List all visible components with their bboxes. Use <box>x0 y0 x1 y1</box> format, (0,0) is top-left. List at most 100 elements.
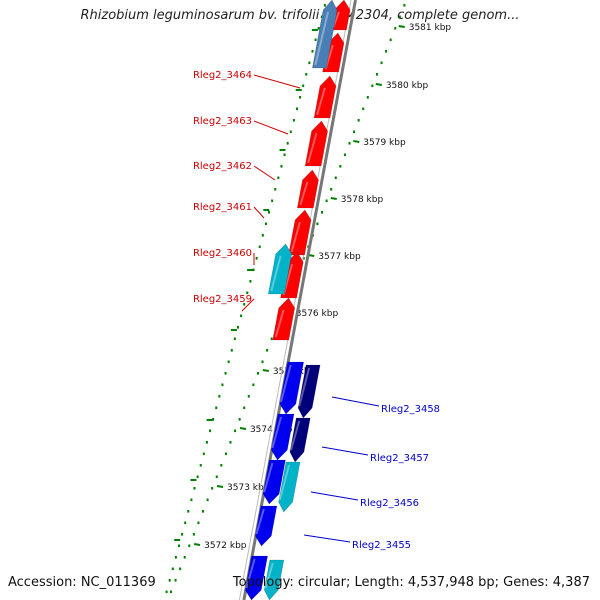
reverse-gene <box>244 555 268 600</box>
forward-gene-label: Rleg2_3460 <box>193 248 252 259</box>
gene-labels: Rleg2_3464 Rleg2_3463 Rleg2_3462 Rleg2_3461… <box>193 70 440 551</box>
tick-label: 3578 kbp <box>341 195 384 205</box>
dot <box>243 303 246 306</box>
dot <box>192 533 195 536</box>
dot <box>268 211 271 214</box>
dot <box>209 429 212 433</box>
forward-gene-label: Rleg2_3464 <box>193 70 252 81</box>
reverse-gene <box>262 459 286 505</box>
dot <box>215 475 218 479</box>
dot <box>321 211 324 214</box>
dot <box>283 153 286 157</box>
dot <box>193 487 196 490</box>
forward-gene <box>304 120 328 167</box>
dot <box>403 4 406 7</box>
tick-mark <box>239 427 247 430</box>
dot <box>277 176 280 180</box>
dot <box>243 406 246 410</box>
dot <box>314 38 317 42</box>
tick-label: 3576 kbp <box>296 309 339 319</box>
dot <box>398 15 401 19</box>
tick-label: 3580 kbp <box>386 81 429 91</box>
reverse-gene <box>270 413 295 461</box>
tick-label: 3577 kbp <box>318 252 361 262</box>
forward-gene-label: Rleg2_3459 <box>193 294 252 305</box>
tick-mark <box>375 83 382 86</box>
dot <box>197 521 200 525</box>
tick-mark <box>262 369 270 372</box>
reverse-gene-dark-shine <box>298 367 311 407</box>
dot <box>183 556 186 559</box>
dot <box>385 50 388 53</box>
dot <box>181 533 184 536</box>
dot <box>177 544 180 548</box>
label-leader <box>331 396 380 407</box>
forward-gene <box>288 209 312 256</box>
dot <box>205 441 208 444</box>
dot <box>169 590 172 594</box>
reverse-gene-shine <box>271 416 282 449</box>
dot <box>187 510 190 513</box>
forward-gene-shine <box>290 221 301 253</box>
dot <box>371 84 374 88</box>
reverse-other-feature-shine <box>278 464 291 501</box>
reverse-gene <box>279 361 305 415</box>
forward-gene-shine <box>316 87 326 116</box>
dot <box>202 510 205 513</box>
dot <box>234 429 237 433</box>
dot <box>238 418 241 421</box>
reverse-other-feature-shine <box>264 562 274 589</box>
dot <box>215 406 218 410</box>
forward-gene-label: Rleg2_3463 <box>193 116 252 127</box>
dot <box>353 130 356 134</box>
dot <box>221 383 224 387</box>
tick-mark <box>216 485 224 488</box>
dot <box>311 50 314 53</box>
dot <box>236 326 239 329</box>
dot <box>261 360 264 364</box>
forward-other-feature <box>267 243 293 295</box>
dot <box>233 337 236 341</box>
dot <box>289 130 292 134</box>
forward-other-feature-shine <box>270 255 282 292</box>
dot <box>240 314 243 318</box>
dot <box>394 27 397 30</box>
dot <box>258 245 261 249</box>
dot <box>252 268 255 272</box>
tick-label: 3573 kbp <box>227 483 270 493</box>
dot <box>230 349 233 352</box>
forward-gene-shine <box>307 132 318 164</box>
reverse-gene-dark <box>289 417 311 463</box>
topology-text: Topology: circular; Length: 4,537,948 bp… <box>232 575 590 590</box>
dot <box>389 38 392 42</box>
reverse-gene-label: Rleg2_3457 <box>370 453 429 464</box>
dot <box>202 452 205 456</box>
reverse-gene-shine <box>280 364 292 403</box>
dot <box>334 176 337 180</box>
reverse-other-feature <box>278 461 301 513</box>
label-leader <box>303 534 351 543</box>
reverse-gene-label: Rleg2_3455 <box>352 540 411 551</box>
dot <box>199 464 202 467</box>
reverse-gene-shine <box>255 508 265 535</box>
backbone-line <box>242 0 357 600</box>
dot <box>247 395 250 398</box>
dot <box>302 257 305 260</box>
dot <box>348 142 351 145</box>
tick-mark <box>353 140 360 143</box>
reverse-gene-label: Rleg2_3458 <box>381 404 440 415</box>
dot <box>174 556 177 559</box>
tick-label: 3579 kbp <box>363 138 406 148</box>
dot <box>299 96 302 99</box>
dot <box>380 61 383 65</box>
tick-mark <box>398 25 405 28</box>
dot <box>266 349 269 352</box>
dot <box>184 521 187 525</box>
dot <box>357 119 360 122</box>
dot <box>188 544 191 548</box>
dot <box>196 475 199 479</box>
dot <box>302 84 305 88</box>
dot <box>295 107 298 111</box>
reverse-gene-label: Rleg2_3456 <box>360 498 419 509</box>
dot <box>339 165 342 168</box>
